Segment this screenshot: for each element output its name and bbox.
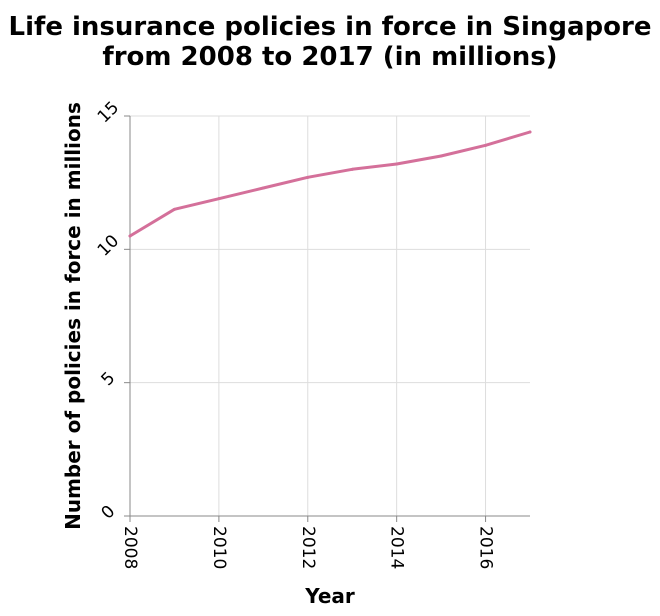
x-tick-label: 2016 [476,526,496,569]
data-point [439,154,443,158]
x-tick-label: 2008 [120,526,140,569]
y-tick-label: 10 [94,231,123,260]
axes [124,115,530,522]
data-point [350,167,354,171]
data-point [261,186,265,190]
data-point [172,207,176,211]
data-point [528,130,532,134]
data-point [128,234,132,238]
y-tick-label: 15 [94,98,123,127]
x-tick-label: 2014 [387,526,407,569]
data-point [306,175,310,179]
data-point [217,197,221,201]
x-tick-label: 2012 [298,526,318,569]
x-tick-label: 2010 [209,526,229,569]
y-tick-label: 5 [98,368,120,390]
chart-title-line-2: from 2008 to 2017 (in millions) [102,42,557,72]
series-layer [128,130,532,238]
y-tick-label: 0 [98,502,120,524]
series-line [128,130,532,238]
x-axis-title: Year [304,584,355,608]
grid [129,115,530,517]
data-point [395,162,399,166]
data-point [484,143,488,147]
tick-labels: 2008 2010 2012 2014 2016 0 5 10 15 [94,98,496,570]
chart-title-line-1: Life insurance policies in force in Sing… [9,12,652,42]
y-axis-title: Number of policies in force in millions [61,102,85,530]
